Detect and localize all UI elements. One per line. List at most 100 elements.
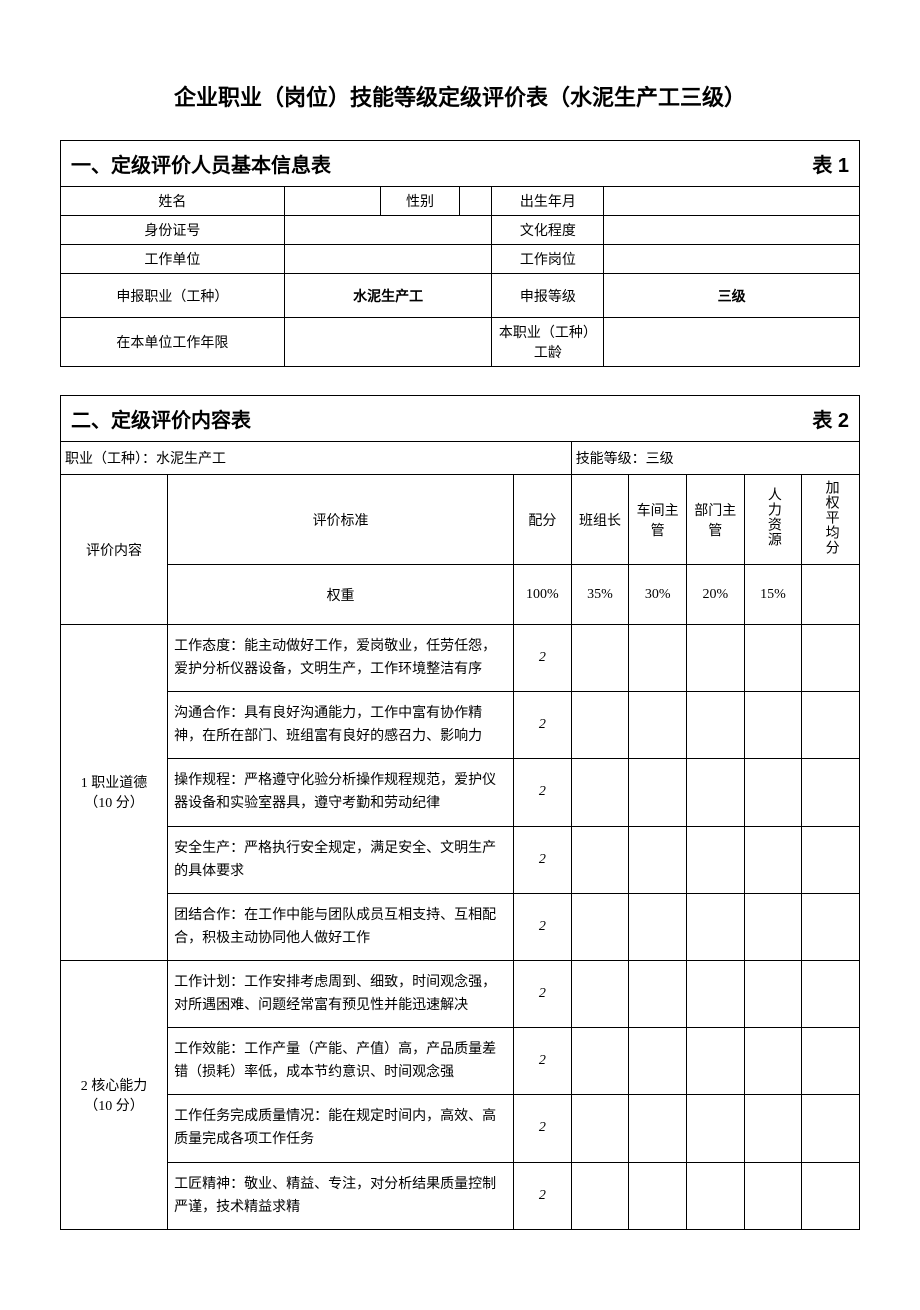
- basic-info-table: 一、定级评价人员基本信息表 表 1 姓名 性别 出生年月 身份证号 文化程度 工…: [60, 140, 860, 367]
- score-input-cell: [571, 1095, 629, 1162]
- alloc-score-cell: 2: [514, 893, 572, 960]
- category-cell: 2 核心能力（10 分）: [61, 960, 168, 1229]
- alloc-score-cell: 2: [514, 692, 572, 759]
- criteria-cell: 工作任务完成质量情况：能在规定时间内，高效、高质量完成各项工作任务: [168, 1095, 514, 1162]
- criteria-cell: 工匠精神：敬业、精益、专注，对分析结果质量控制严谨，技术精益求精: [168, 1162, 514, 1229]
- score-input-cell: [571, 759, 629, 826]
- score-input-cell: [629, 1095, 687, 1162]
- score-input-cell: [571, 1028, 629, 1095]
- page-title: 企业职业（岗位）技能等级定级评价表（水泥生产工三级）: [60, 80, 860, 112]
- criteria-cell: 团结合作：在工作中能与团队成员互相支持、互相配合，积极主动协同他人做好工作: [168, 893, 514, 960]
- weight-label: 权重: [168, 565, 514, 625]
- weight-4: 15%: [744, 565, 802, 625]
- col-alloc-score: 配分: [514, 475, 572, 565]
- value-workunit: [284, 245, 492, 274]
- col-dept-supervisor: 部门主管: [686, 475, 744, 565]
- weight-3: 20%: [686, 565, 744, 625]
- value-apply-level: 三级: [604, 274, 860, 318]
- score-input-cell: [802, 1162, 860, 1229]
- label-gender: 性别: [380, 187, 460, 216]
- col-workshop-supervisor: 车间主管: [629, 475, 687, 565]
- score-input-cell: [744, 893, 802, 960]
- score-input-cell: [629, 759, 687, 826]
- value-years-at-unit: [284, 318, 492, 367]
- alloc-score-cell: 2: [514, 1095, 572, 1162]
- score-input-cell: [571, 1162, 629, 1229]
- criteria-cell: 安全生产：严格执行安全规定，满足安全、文明生产的具体要求: [168, 826, 514, 893]
- criteria-cell: 沟通合作：具有良好沟通能力，工作中富有协作精神，在所在部门、班组富有良好的感召力…: [168, 692, 514, 759]
- score-input-cell: [802, 893, 860, 960]
- alloc-score-cell: 2: [514, 1162, 572, 1229]
- alloc-score-cell: 2: [514, 826, 572, 893]
- score-input-cell: [744, 692, 802, 759]
- score-input-cell: [629, 1028, 687, 1095]
- weight-avg-blank: [802, 565, 860, 625]
- score-input-cell: [802, 692, 860, 759]
- score-input-cell: [686, 1095, 744, 1162]
- score-input-cell: [802, 1095, 860, 1162]
- score-input-cell: [686, 960, 744, 1027]
- score-input-cell: [744, 759, 802, 826]
- label-years-at-unit: 在本单位工作年限: [61, 318, 285, 367]
- score-input-cell: [571, 826, 629, 893]
- score-input-cell: [802, 1028, 860, 1095]
- label-name: 姓名: [61, 187, 285, 216]
- value-occupation-years: [604, 318, 860, 367]
- value-name: [284, 187, 380, 216]
- score-input-cell: [571, 692, 629, 759]
- score-input-cell: [686, 625, 744, 692]
- skill-level-label: 技能等级：三级: [571, 442, 859, 475]
- section1-table-label: 表 1: [812, 149, 849, 178]
- col-weighted-avg: 加权平均分: [802, 475, 860, 565]
- criteria-cell: 工作态度：能主动做好工作，爱岗敬业，任劳任怨，爱护分析仪器设备，文明生产，工作环…: [168, 625, 514, 692]
- score-input-cell: [629, 826, 687, 893]
- score-input-cell: [744, 1028, 802, 1095]
- value-jobpost: [604, 245, 860, 274]
- score-input-cell: [571, 893, 629, 960]
- category-cell: 1 职业道德（10 分）: [61, 625, 168, 961]
- value-birth: [604, 187, 860, 216]
- score-input-cell: [744, 826, 802, 893]
- weight-1: 35%: [571, 565, 629, 625]
- alloc-score-cell: 2: [514, 625, 572, 692]
- score-input-cell: [629, 960, 687, 1027]
- score-input-cell: [571, 625, 629, 692]
- col-hr: 人力资源: [744, 475, 802, 565]
- score-input-cell: [802, 826, 860, 893]
- score-input-cell: [686, 1028, 744, 1095]
- section2-table-label: 表 2: [812, 404, 849, 433]
- score-input-cell: [629, 893, 687, 960]
- col-eval-content: 评价内容: [61, 475, 168, 625]
- value-education: [604, 216, 860, 245]
- label-idno: 身份证号: [61, 216, 285, 245]
- value-gender: [460, 187, 492, 216]
- score-input-cell: [629, 625, 687, 692]
- score-input-cell: [686, 692, 744, 759]
- weight-2: 30%: [629, 565, 687, 625]
- label-birth: 出生年月: [492, 187, 604, 216]
- evaluation-content-table: 二、定级评价内容表 表 2 职业（工种）：水泥生产工 技能等级：三级 评价内容 …: [60, 395, 860, 1230]
- score-input-cell: [802, 625, 860, 692]
- score-input-cell: [744, 1095, 802, 1162]
- label-workunit: 工作单位: [61, 245, 285, 274]
- criteria-cell: 工作计划：工作安排考虑周到、细致，时间观念强，对所遇困难、问题经常富有预见性并能…: [168, 960, 514, 1027]
- weight-total: 100%: [514, 565, 572, 625]
- score-input-cell: [571, 960, 629, 1027]
- section1-heading: 一、定级评价人员基本信息表: [71, 155, 331, 177]
- alloc-score-cell: 2: [514, 759, 572, 826]
- alloc-score-cell: 2: [514, 1028, 572, 1095]
- score-input-cell: [744, 1162, 802, 1229]
- label-education: 文化程度: [492, 216, 604, 245]
- score-input-cell: [686, 893, 744, 960]
- score-input-cell: [802, 759, 860, 826]
- score-input-cell: [686, 826, 744, 893]
- score-input-cell: [686, 1162, 744, 1229]
- score-input-cell: [629, 692, 687, 759]
- criteria-cell: 操作规程：严格遵守化验分析操作规程规范，爱护仪器设备和实验室器具，遵守考勤和劳动…: [168, 759, 514, 826]
- label-occupation-years: 本职业（工种）工龄: [492, 318, 604, 367]
- score-input-cell: [629, 1162, 687, 1229]
- section2-heading: 二、定级评价内容表: [71, 410, 251, 432]
- value-apply-occupation: 水泥生产工: [284, 274, 492, 318]
- score-input-cell: [686, 759, 744, 826]
- label-jobpost: 工作岗位: [492, 245, 604, 274]
